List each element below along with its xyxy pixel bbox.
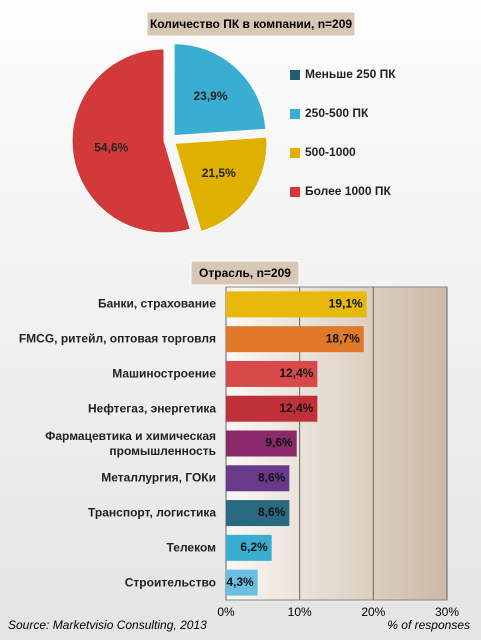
pie-slice <box>173 43 267 137</box>
bar <box>226 326 364 353</box>
data-label: 12,4% <box>279 401 313 415</box>
data-label: 9,6% <box>265 436 293 450</box>
legend-label: 250-500 ПК <box>305 106 369 120</box>
title-box <box>146 11 356 37</box>
data-label: 54,6% <box>94 141 128 155</box>
pie-slice <box>174 136 268 233</box>
data-label: 8,6% <box>258 505 286 519</box>
data-label: 21,5% <box>202 166 236 180</box>
data-label: 6,2% <box>240 540 268 554</box>
bar <box>226 430 297 457</box>
x-tick-label: 10% <box>288 605 312 619</box>
data-label: 4,3% <box>226 575 254 589</box>
legend-label: 500-1000 <box>305 145 356 159</box>
legend-swatch <box>290 187 300 197</box>
bar <box>226 465 290 492</box>
data-label: 18,7% <box>326 331 360 345</box>
bar <box>226 291 367 318</box>
y-tick-label: Строительство <box>124 575 216 590</box>
x-axis-label: % of responses <box>387 618 470 632</box>
bar <box>226 360 318 387</box>
y-tick-label: Металлургия, ГОКи <box>101 470 216 485</box>
data-label: 19,1% <box>329 297 363 311</box>
legend-swatch <box>290 148 300 158</box>
title-box <box>190 260 300 286</box>
pie-slice <box>71 48 191 234</box>
y-tick-label: FMCG, ритейл, оптовая торговля <box>18 331 216 346</box>
legend-swatch <box>290 70 300 80</box>
bar <box>226 500 290 527</box>
x-tick-label: 30% <box>435 605 459 619</box>
x-tick-label: 0% <box>217 605 235 619</box>
bar-title: Отрасль, n=209 <box>199 266 291 280</box>
y-tick-label: Машиностроение <box>112 366 216 381</box>
x-tick-label: 20% <box>361 605 385 619</box>
y-tick-label: Транспорт, логистика <box>88 505 216 520</box>
legend-label: Меньше 250 ПК <box>305 67 396 81</box>
y-tick-label: Фармацевтика и химическая промышленность <box>45 428 216 458</box>
bar <box>226 395 318 422</box>
y-tick-label: Нефтегаз, энергетика <box>87 401 216 416</box>
source: Source: Marketvisio Consulting, 2013 <box>8 618 207 632</box>
bar <box>226 569 258 596</box>
y-tick-label: Телеком <box>166 540 216 555</box>
bar <box>226 534 272 561</box>
data-label: 8,6% <box>258 470 286 484</box>
legend-swatch <box>290 109 300 119</box>
legend-label: Более 1000 ПК <box>305 184 391 198</box>
data-label: 12,4% <box>279 366 313 380</box>
pie-title: Количество ПК в компании, n=209 <box>150 17 352 31</box>
data-label: 23,9% <box>193 89 227 103</box>
y-tick-label: Банки, страхование <box>97 296 216 311</box>
